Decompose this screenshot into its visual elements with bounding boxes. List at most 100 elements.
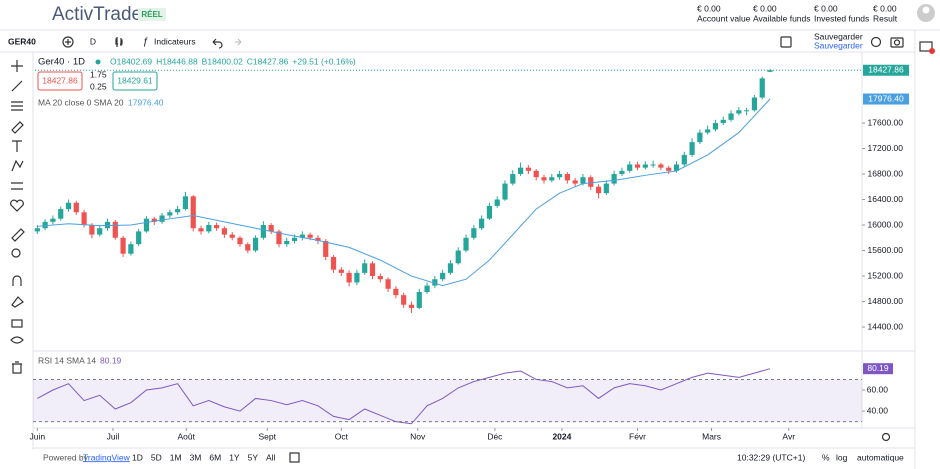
candle-body [120, 237, 126, 254]
powered-by: Powered by [43, 452, 89, 462]
y-tick-label: 16000.00 [868, 219, 904, 229]
lock[interactable] [11, 319, 23, 328]
text-tool[interactable] [12, 140, 22, 152]
date-range[interactable] [289, 452, 300, 463]
add-icon [65, 39, 71, 45]
undo[interactable] [212, 38, 223, 49]
tradingview-link[interactable]: TradingView [83, 452, 131, 462]
add-symbol[interactable] [62, 36, 74, 48]
save-sub[interactable]: Sauvegarder [814, 40, 863, 50]
symbol[interactable]: GER40 [8, 36, 36, 46]
candle-body [167, 212, 173, 216]
range-button[interactable]: 6M [209, 452, 221, 462]
mail-badge [929, 48, 935, 54]
range-button[interactable]: All [266, 452, 276, 462]
fib-tool[interactable] [11, 101, 23, 111]
x-tick-label: Févr [629, 431, 646, 441]
candle-body [136, 231, 142, 245]
range-button[interactable]: 5D [151, 452, 162, 462]
candle-body [354, 272, 360, 283]
candle-body [447, 263, 454, 273]
buy-button[interactable] [112, 71, 158, 91]
candle-body [642, 164, 648, 168]
candle-body [673, 164, 680, 171]
range-buttons: 1D 5D 1M 3M 6M 1Y 5Y All [132, 452, 276, 462]
range-button[interactable]: 3M [190, 452, 202, 462]
candle-body [510, 174, 516, 184]
forecast-tool[interactable] [11, 182, 23, 190]
candle-body [603, 183, 609, 194]
brush-tool[interactable] [11, 121, 24, 134]
draw-mode[interactable] [11, 296, 24, 308]
candle-body [611, 174, 617, 184]
interval[interactable]: D [90, 36, 96, 46]
candle-body [494, 199, 500, 206]
x-tick-label: Août [177, 431, 195, 441]
stat-value: € 0.00 [753, 3, 777, 13]
candle-body [424, 285, 430, 292]
x-tick-label: Juil [107, 431, 120, 441]
candle-body [705, 129, 711, 133]
candle-body [346, 272, 352, 283]
x-tick-label: Déc [487, 431, 503, 441]
candle-body [151, 218, 157, 222]
candle-body [619, 170, 625, 175]
candle-body [377, 276, 383, 280]
rsi-legend: RSI 14 SMA 14 [38, 355, 96, 365]
ohlc-item: H18446.88 [156, 56, 198, 66]
indicators[interactable]: Indicateurs [154, 36, 196, 46]
mail[interactable] [919, 41, 933, 52]
candle-body [455, 250, 461, 264]
x-tick-label: Juin [30, 431, 46, 441]
candle-body [689, 142, 695, 155]
magnet[interactable] [12, 275, 22, 286]
candle-body [291, 237, 298, 241]
candle-body [362, 263, 368, 273]
candle-body [268, 225, 274, 232]
candle-body [128, 244, 134, 254]
ruler[interactable] [11, 228, 25, 242]
auto-toggle[interactable]: automatique [857, 452, 904, 462]
candle-body [143, 218, 150, 232]
candle-body [182, 196, 189, 210]
rsi-tag [863, 363, 893, 375]
candle-body [627, 164, 633, 171]
save[interactable]: Sauvegarder [814, 31, 863, 41]
settings[interactable] [870, 36, 882, 48]
delete[interactable] [12, 361, 22, 374]
range-button[interactable]: 1Y [229, 452, 240, 462]
percent-toggle[interactable]: % [822, 452, 830, 462]
candle-body [408, 304, 415, 308]
candle-body [432, 279, 438, 286]
chart-style[interactable] [115, 37, 123, 47]
visibility[interactable] [10, 336, 24, 344]
candle-body [330, 256, 337, 270]
favorites[interactable] [10, 199, 24, 212]
log-toggle[interactable]: log [836, 452, 848, 462]
sma-line [37, 98, 771, 287]
save-checkbox[interactable] [780, 36, 792, 48]
axis-settings[interactable] [881, 432, 891, 442]
candle-body [338, 269, 344, 273]
candle-body [229, 234, 235, 238]
zoom[interactable] [11, 248, 21, 258]
y-tick-label: 17600.00 [868, 117, 904, 127]
y-tick-label: 17200.00 [868, 143, 904, 153]
crosshair-tool[interactable] [11, 60, 23, 72]
line-tool[interactable] [11, 80, 23, 92]
range-button[interactable]: 1M [170, 452, 182, 462]
candle-body [175, 209, 181, 213]
candle-body [736, 110, 742, 114]
sell-button[interactable] [37, 71, 83, 91]
x-tick-label: Avr [782, 431, 795, 441]
candle-body [751, 97, 758, 111]
logo[interactable]: ActivTrader [52, 4, 149, 25]
pattern-tool[interactable] [11, 159, 24, 172]
ohlc-item: C18427.86 [247, 56, 289, 66]
range-button[interactable]: 1D [132, 452, 143, 462]
redo[interactable] [235, 38, 242, 46]
snapshot[interactable] [890, 37, 904, 48]
range-button[interactable]: 5Y [248, 452, 259, 462]
fx-icon: ƒ [143, 37, 149, 48]
